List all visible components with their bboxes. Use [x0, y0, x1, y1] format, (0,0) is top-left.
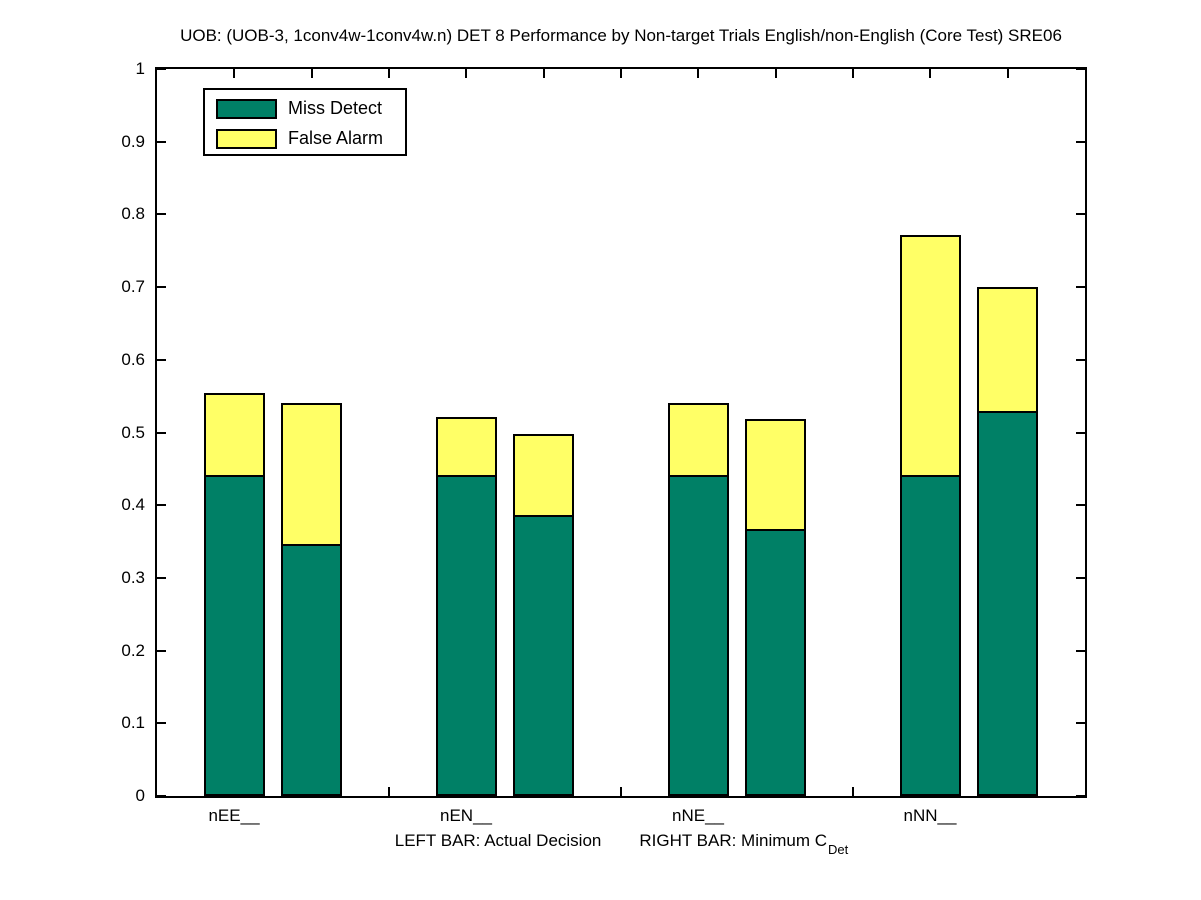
bar-segment-miss-detect-nEN__-right	[513, 515, 574, 796]
bar-segment-miss-detect-nNN__-left	[900, 475, 961, 796]
y-tick-right	[1076, 650, 1085, 652]
miss-detect-swatch	[216, 99, 277, 119]
x-tick-top	[543, 69, 545, 78]
x-tick-top	[388, 69, 390, 78]
x-tick-bottom	[620, 787, 622, 796]
x-tick-label-nEN__: nEN__	[440, 806, 492, 825]
x-tick-top	[775, 69, 777, 78]
bar-segment-miss-detect-nNN__-right	[977, 411, 1038, 796]
bar-segment-false-alarm-nEN__-right	[513, 434, 574, 517]
y-tick-right	[1076, 432, 1085, 434]
y-tick-right	[1076, 504, 1085, 506]
y-tick-right	[1076, 213, 1085, 215]
bar-segment-false-alarm-nNN__-left	[900, 235, 961, 477]
y-tick-right	[1076, 795, 1085, 797]
y-tick-right	[1076, 577, 1085, 579]
y-tick-left	[157, 213, 166, 215]
y-tick-left	[157, 650, 166, 652]
plot-area: 0 0.1 0.2 0.3 0.4 0.5 0.6 0.7 0.8 0.9 1 nEE__ nEN__ n…	[121, 59, 1087, 825]
x-tick-label-nNN__: nNN__	[903, 806, 957, 825]
bar-segment-false-alarm-nEE__-right	[281, 403, 342, 546]
y-tick-label: 0.6	[121, 350, 145, 369]
x-tick-label-nEE__: nEE__	[208, 806, 260, 825]
y-tick-left	[157, 722, 166, 724]
x-axis-label: LEFT BAR: Actual Decision RIGHT BAR: Mini…	[155, 831, 1087, 857]
y-tick-right	[1076, 68, 1085, 70]
bar-segment-false-alarm-nNN__-right	[977, 287, 1038, 413]
y-tick-label: 0.2	[121, 641, 145, 660]
y-tick-right	[1076, 359, 1085, 361]
y-tick-label: 0.4	[121, 495, 145, 514]
y-tick-left	[157, 577, 166, 579]
y-tick-left	[157, 795, 166, 797]
x-tick-top	[697, 69, 699, 78]
y-tick-label: 0.3	[121, 568, 145, 587]
y-tick-right	[1076, 286, 1085, 288]
x-tick-top	[1007, 69, 1009, 78]
bar-segment-false-alarm-nEE__-left	[204, 393, 265, 477]
bar-segment-false-alarm-nNE__-right	[745, 419, 806, 531]
false-alarm-swatch	[216, 129, 277, 149]
y-tick-right	[1076, 141, 1085, 143]
bar-segment-false-alarm-nNE__-left	[668, 403, 729, 477]
bar-segment-miss-detect-nEN__-left	[436, 475, 497, 796]
x-axis-label-right: RIGHT BAR: Minimum C	[639, 831, 828, 850]
y-tick-label: 0.1	[121, 713, 145, 732]
x-tick-top	[311, 69, 313, 78]
x-tick-top	[620, 69, 622, 78]
x-tick-top	[233, 69, 235, 78]
y-tick-label: 0.8	[121, 204, 145, 223]
y-tick-label: 0.7	[121, 277, 145, 296]
y-tick-label: 0.5	[121, 423, 145, 442]
x-axis-label-subscript: Det	[828, 842, 849, 858]
x-tick-bottom	[388, 787, 390, 796]
bar-segment-false-alarm-nEN__-left	[436, 417, 497, 477]
bar-segment-miss-detect-nEE__-left	[204, 475, 265, 796]
y-tick-left	[157, 286, 166, 288]
x-tick-top	[929, 69, 931, 78]
bar-segment-miss-detect-nEE__-right	[281, 544, 342, 796]
y-tick-left	[157, 68, 166, 70]
y-tick-left	[157, 504, 166, 506]
y-tick-left	[157, 359, 166, 361]
x-tick-top	[852, 69, 854, 78]
y-tick-right	[1076, 722, 1085, 724]
y-tick-left	[157, 432, 166, 434]
x-tick-bottom	[852, 787, 854, 796]
chart-title: UOB: (UOB-3, 1conv4w-1conv4w.n) DET 8 Pe…	[180, 26, 1062, 45]
bar-segment-miss-detect-nNE__-right	[745, 529, 806, 796]
x-tick-top	[465, 69, 467, 78]
bar-segment-miss-detect-nNE__-left	[668, 475, 729, 796]
legend-box: Miss Detect False Alarm	[203, 88, 407, 156]
x-tick-label-nNE__: nNE__	[672, 806, 724, 825]
y-tick-label: 0	[135, 786, 145, 805]
y-tick-label: 0.9	[121, 132, 145, 151]
y-tick-left	[157, 141, 166, 143]
legend-label-miss-detect: Miss Detect	[288, 98, 383, 118]
legend-label-false-alarm: False Alarm	[288, 128, 384, 148]
x-axis-label-left: LEFT BAR: Actual Decision	[394, 831, 602, 850]
y-tick-label: 1	[135, 59, 145, 78]
